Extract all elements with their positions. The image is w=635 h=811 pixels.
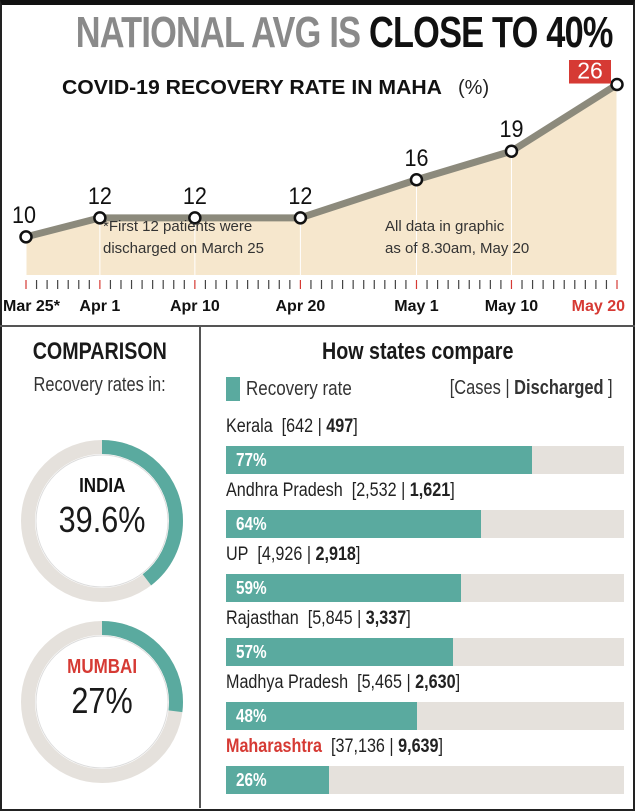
state-label-rajasthan: Rajasthan [5,845 | 3,337] — [226, 608, 411, 629]
highlight-badge — [569, 60, 611, 84]
headline: NATIONAL AVG IS CLOSE TO 40% — [0, 8, 635, 58]
bar-track: 77% — [226, 446, 624, 474]
divider-vertical — [199, 327, 201, 808]
state-label-kerala: Kerala [642 | 497] — [226, 416, 358, 437]
bar-track: 48% — [226, 702, 624, 730]
donut-value: 27% — [71, 680, 133, 721]
comparison-subtitle: Recovery rates in: — [33, 374, 166, 396]
data-point-2 — [188, 211, 202, 225]
bar-fill — [226, 702, 418, 730]
donut-value: 39.6% — [58, 499, 146, 540]
chart-title-unit: (%) — [458, 77, 489, 99]
donut-center — [35, 635, 169, 769]
annotation-1-line2: as of 8.30am, May 20 — [385, 240, 529, 257]
data-label-4: 16 — [404, 145, 428, 172]
data-label-5: 19 — [499, 116, 523, 143]
recovery-line-chart: COVID-19 RECOVERY RATE IN MAHA (%) 10 12 12 1… — [3, 60, 625, 315]
bar-track: 59% — [226, 574, 624, 602]
x-tick-label-0: Mar 25* — [3, 298, 61, 315]
state-label-madhya-pradesh: Madhya Pradesh [5,465 | 2,630] — [226, 672, 461, 693]
states-heading: How states compare — [322, 338, 514, 365]
bar-fill — [226, 574, 461, 602]
divider-horizontal — [0, 325, 635, 327]
data-point-1 — [93, 211, 107, 225]
bar-value-label: 64% — [236, 514, 267, 534]
legend-swatch — [226, 377, 240, 401]
bar-value-label: 59% — [236, 578, 267, 598]
bar-value-label: 77% — [236, 450, 267, 470]
x-tick-label-4: May 1 — [394, 298, 439, 315]
data-point-6 — [610, 77, 624, 92]
donut-arc — [21, 621, 183, 783]
donut-arc — [21, 440, 183, 602]
annotation-0-line1: *First 12 patients were — [103, 218, 252, 235]
annotation-1-line1: All data in graphic — [385, 218, 505, 235]
donut-mumbai: MUMBAI 27% — [18, 618, 186, 786]
bar-track: 64% — [226, 510, 624, 538]
chart-area-fill — [26, 84, 617, 276]
bar-value-label: 26% — [236, 770, 267, 790]
donut-svg — [21, 440, 183, 602]
annotation-0-line2: discharged on March 25 — [103, 240, 264, 257]
bar-fill — [226, 510, 481, 538]
x-tick-label-2: Apr 10 — [170, 298, 220, 315]
x-tick-label-6: May 20 — [572, 298, 625, 315]
bar-value-label: 57% — [236, 642, 267, 662]
donut-india: INDIA 39.6% — [18, 437, 186, 605]
x-tick-label-5: May 10 — [485, 298, 538, 315]
data-label-6: 26 — [577, 60, 603, 84]
state-label-up: UP [4,926 | 2,918] — [226, 544, 361, 565]
state-label-maharashtra: Maharashtra [37,136 | 9,639] — [226, 736, 444, 757]
legend-recovery-rate: Recovery rate — [226, 377, 371, 401]
state-label-andhra-pradesh: Andhra Pradesh [2,532 | 1,621] — [226, 480, 455, 501]
headline-part1: NATIONAL AVG IS — [75, 8, 361, 57]
headline-part2: CLOSE TO 40% — [368, 8, 613, 57]
bar-fill — [226, 638, 453, 666]
data-label-0: 10 — [12, 202, 36, 229]
bar-track: 57% — [226, 638, 624, 666]
data-label-1: 12 — [88, 183, 112, 210]
data-label-3: 12 — [288, 183, 312, 210]
data-label-2: 12 — [183, 183, 207, 210]
data-point-4 — [409, 173, 424, 187]
bar-value-label: 48% — [236, 706, 267, 726]
data-point-0 — [19, 230, 33, 244]
x-tick-label-3: Apr 20 — [275, 298, 325, 315]
bar-fill — [226, 766, 330, 794]
comparison-heading: COMPARISON — [32, 338, 167, 365]
bar-track: 26% — [226, 766, 624, 794]
x-tick-label-1: Apr 1 — [79, 298, 120, 315]
data-point-5 — [504, 144, 519, 158]
bar-fill — [226, 446, 533, 474]
data-point-3 — [293, 211, 308, 225]
chart-title: COVID-19 RECOVERY RATE IN MAHA — [62, 77, 442, 99]
donut-label: INDIA — [78, 475, 126, 497]
donut-center — [35, 454, 169, 588]
donut-svg — [21, 621, 183, 783]
donut-label: MUMBAI — [67, 656, 137, 678]
legend-cases-discharged: [Cases | Discharged ] — [450, 377, 613, 399]
